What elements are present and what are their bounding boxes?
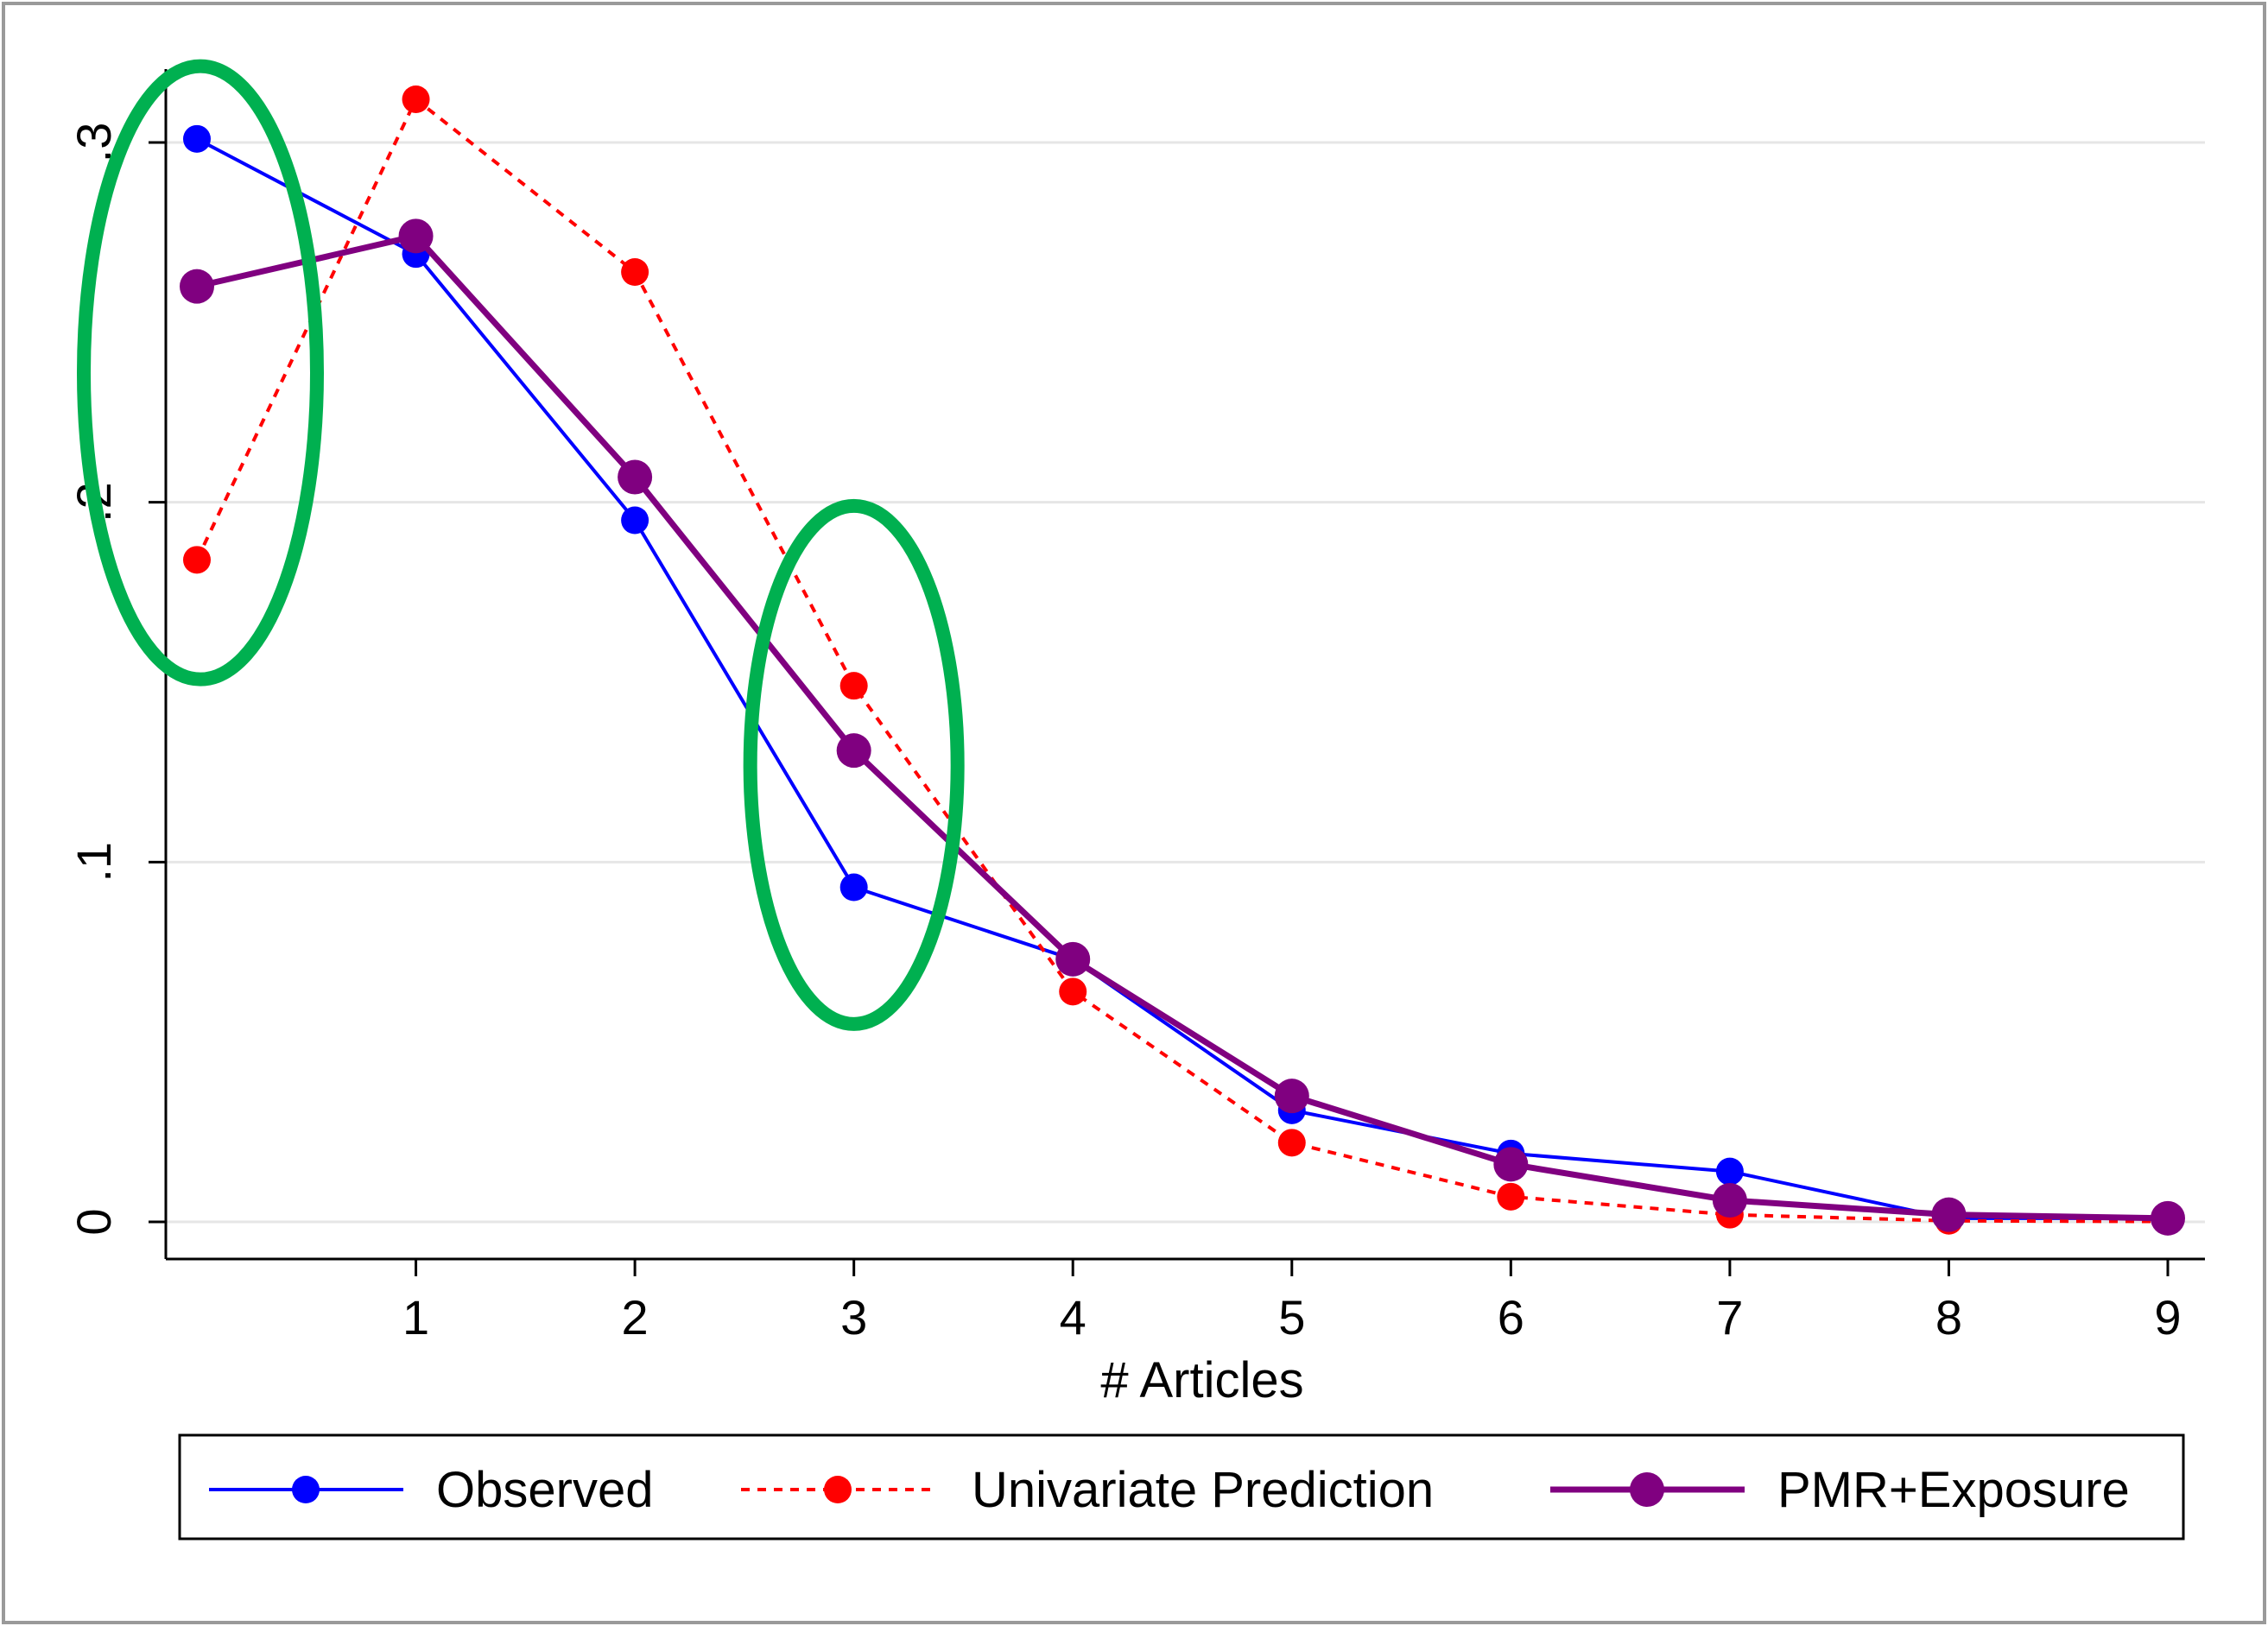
legend-item: Univariate Prediction bbox=[741, 1462, 1434, 1518]
legend-marker bbox=[292, 1476, 320, 1503]
data-point bbox=[183, 546, 211, 574]
data-point bbox=[2151, 1200, 2185, 1236]
y-tick-label: 0 bbox=[67, 1208, 121, 1235]
data-point bbox=[1712, 1183, 1747, 1218]
x-tick-label: 4 bbox=[1060, 1290, 1086, 1344]
x-tick-label: 2 bbox=[622, 1290, 649, 1344]
data-point bbox=[621, 506, 649, 535]
x-tick-label: 9 bbox=[2154, 1290, 2181, 1344]
highlight-ellipse bbox=[77, 59, 324, 686]
series-pmr-exposure bbox=[180, 218, 2185, 1236]
data-point bbox=[1059, 977, 1087, 1006]
data-point bbox=[183, 124, 211, 153]
data-point bbox=[1715, 1157, 1744, 1186]
x-tick-label: 8 bbox=[1935, 1290, 1962, 1344]
annotations bbox=[77, 59, 965, 1031]
legend: Observed Univariate Prediction PMR+Exposur… bbox=[178, 1433, 2185, 1541]
x-axis-title: # Articles bbox=[1100, 1352, 1303, 1408]
gridlines bbox=[166, 141, 2205, 1224]
x-tick-label: 3 bbox=[840, 1290, 867, 1344]
legend-item: PMR+Exposure bbox=[1550, 1462, 2130, 1518]
data-point bbox=[1055, 941, 1091, 977]
series-line bbox=[196, 137, 2168, 1220]
legend-item: Observed bbox=[209, 1462, 653, 1518]
legend-label: Observed bbox=[436, 1462, 653, 1518]
ticks: 0.1.2.31 2 3 4 5 6 7 8 9 bbox=[67, 123, 2182, 1344]
data-point bbox=[402, 85, 430, 113]
data-point bbox=[618, 459, 653, 495]
data-point bbox=[836, 733, 871, 769]
data-point bbox=[398, 218, 434, 254]
data-point bbox=[1493, 1147, 1529, 1182]
data-point bbox=[839, 873, 868, 902]
data-point bbox=[1277, 1129, 1306, 1157]
x-tick-label: 5 bbox=[1278, 1290, 1305, 1344]
legend-label: PMR+Exposure bbox=[1777, 1462, 2130, 1518]
legend-label: Univariate Prediction bbox=[972, 1462, 1434, 1518]
data-point bbox=[1274, 1079, 1309, 1114]
data-point bbox=[1497, 1182, 1525, 1211]
data-point bbox=[180, 269, 214, 304]
legend-box bbox=[178, 1433, 2185, 1541]
highlight-ellipse bbox=[743, 498, 965, 1031]
legend-marker bbox=[1630, 1472, 1664, 1507]
data-point bbox=[839, 672, 868, 700]
series bbox=[180, 85, 2185, 1236]
x-tick-label: 6 bbox=[1498, 1290, 1524, 1344]
x-tick-label: 1 bbox=[402, 1290, 429, 1344]
series-line bbox=[196, 232, 2169, 1222]
x-tick-label: 7 bbox=[1716, 1290, 1743, 1344]
data-point bbox=[1931, 1197, 1967, 1232]
legend-marker bbox=[824, 1476, 852, 1503]
y-tick-label: .1 bbox=[67, 842, 121, 883]
data-point bbox=[621, 258, 649, 286]
